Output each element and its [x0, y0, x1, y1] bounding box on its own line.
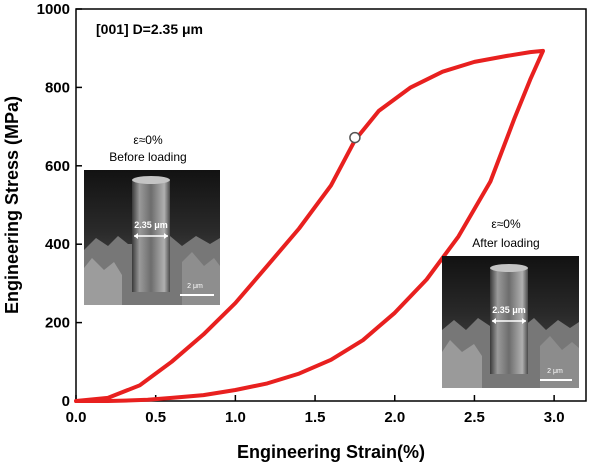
data-marker [349, 131, 361, 144]
x-tick-label: 1.0 [225, 409, 246, 426]
inset-after-loading: ε≈0% After loading 2.35 μm 2 μm [442, 217, 579, 388]
inset-after-caption-bottom: After loading [472, 236, 539, 250]
inset-after-caption-top: ε≈0% [491, 217, 521, 231]
inset-before-caption-bottom: Before loading [109, 150, 186, 164]
x-axis-ticks: 0.0 0.5 1.0 1.5 2.0 2.5 3.0 [66, 395, 565, 426]
inset-after-scale-label: 2 μm [547, 368, 563, 375]
series-line [74, 48, 545, 403]
inset-after-sem-image: 2.35 μm 2 μm [442, 256, 579, 388]
inset-after-diameter-label: 2.35 μm [492, 305, 526, 315]
y-tick-label: 600 [45, 158, 70, 175]
x-tick-label: 0.5 [145, 409, 166, 426]
y-axis-ticks: 0 200 400 600 800 1000 [37, 1, 82, 410]
y-tick-label: 200 [45, 315, 70, 332]
y-tick-label: 0 [62, 393, 70, 410]
inset-before-caption-top: ε≈0% [133, 133, 163, 147]
y-tick-label: 800 [45, 79, 70, 96]
inset-before-scale-label: 2 μm [187, 283, 203, 290]
x-tick-label: 2.5 [464, 409, 485, 426]
x-tick-label: 2.0 [384, 409, 405, 426]
y-tick-label: 400 [45, 236, 70, 253]
y-axis-title: Engineering Stress (MPa) [2, 96, 22, 314]
x-axis-title: Engineering Strain(%) [237, 442, 425, 462]
inset-before-diameter-label: 2.35 μm [134, 220, 168, 230]
marker-layer [349, 131, 361, 144]
x-tick-label: 0.0 [66, 409, 87, 426]
sample-annotation: [001] D=2.35 μm [96, 21, 203, 37]
y-tick-label: 1000 [37, 1, 70, 18]
x-tick-label: 3.0 [544, 409, 565, 426]
plot-frame [75, 8, 587, 402]
x-tick-label: 1.5 [305, 409, 326, 426]
series-layer [74, 48, 545, 403]
inset-before-loading: ε≈0% Before loading 2.35 μm 2 μm [84, 133, 220, 305]
inset-before-sem-image: 2.35 μm 2 μm [84, 170, 220, 305]
